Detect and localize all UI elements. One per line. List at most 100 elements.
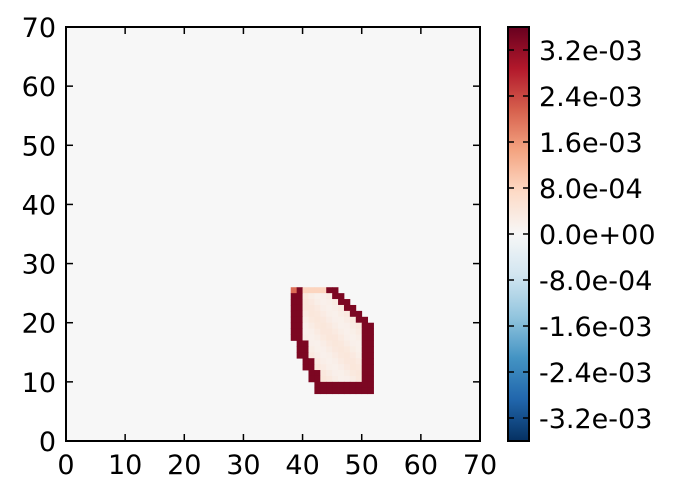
- heatmap-cell: [332, 328, 339, 335]
- heatmap-cell: [355, 346, 363, 353]
- heatmap-cell: [308, 352, 315, 359]
- heatmap-cell: [332, 370, 339, 377]
- heatmap-cell: [320, 358, 327, 365]
- heatmap-cell: [326, 287, 333, 294]
- heatmap-cell: [290, 293, 298, 300]
- heatmap-cell: [308, 328, 315, 335]
- heatmap-cell: [290, 316, 298, 324]
- x-tick-label: 50: [345, 450, 379, 481]
- heatmap-cell: [302, 364, 309, 371]
- heatmap-cell: [332, 310, 339, 318]
- heatmap-cell: [326, 364, 333, 371]
- heatmap-cell: [361, 387, 369, 395]
- heatmap-cell: [326, 316, 333, 324]
- heatmap-cell: [308, 364, 315, 371]
- colorbar-tick-label: 0.0e+00: [539, 220, 656, 251]
- heatmap-cell: [314, 299, 321, 306]
- heatmap-cell: [338, 381, 345, 389]
- heatmap-cell: [320, 287, 327, 294]
- heatmap-cell: [320, 334, 327, 341]
- heatmap-cell: [326, 328, 333, 335]
- heatmap-cell: [320, 370, 327, 377]
- heatmap-cell: [314, 316, 321, 324]
- x-tick-label: 0: [57, 450, 74, 481]
- heatmap-cell: [349, 352, 357, 359]
- heatmap-cell: [296, 299, 303, 306]
- heatmap-cell: [343, 346, 351, 353]
- heatmap-cell: [296, 340, 303, 347]
- heatmap-cell: [361, 358, 369, 365]
- heatmap-cell: [343, 299, 351, 306]
- heatmap-cell: [314, 322, 321, 330]
- heatmap-cell: [290, 328, 298, 335]
- heatmap-cell: [349, 370, 357, 377]
- heatmap-cell: [349, 328, 357, 335]
- heatmap-cell: [320, 293, 327, 300]
- heatmap-cell: [308, 293, 315, 300]
- heatmap-cell: [302, 304, 309, 312]
- heatmap-cell: [361, 381, 369, 389]
- heatmap-cell: [326, 340, 333, 347]
- heatmap-cell: [332, 364, 339, 371]
- heatmap-cell: [367, 322, 374, 330]
- heatmap-cell: [314, 387, 321, 395]
- heatmap-cell: [349, 358, 357, 365]
- heatmap-cell: [343, 370, 351, 377]
- heatmap-cell: [355, 370, 363, 377]
- heatmap-cell: [302, 358, 309, 365]
- heatmap-cell: [296, 293, 303, 300]
- x-tick-label: 20: [167, 450, 201, 481]
- heatmap-cell: [338, 322, 345, 330]
- heatmap-cell: [296, 287, 303, 294]
- heatmap-cell: [349, 381, 357, 389]
- heatmap-cell: [367, 334, 374, 341]
- heatmap-cell: [332, 299, 339, 306]
- colorbar-tick-label: -3.2e-03: [539, 404, 652, 435]
- heatmap-cell: [290, 310, 298, 318]
- heatmap-cell: [355, 358, 363, 365]
- heatmap-cell: [302, 352, 309, 359]
- y-tick-label: 10: [22, 368, 56, 399]
- heatmap-cell: [302, 322, 309, 330]
- heatmap-cell: [332, 316, 339, 324]
- heatmap-cell: [314, 334, 321, 341]
- heatmap-cell: [343, 322, 351, 330]
- heatmap-cell: [355, 316, 363, 324]
- heatmap-cell: [361, 352, 369, 359]
- heatmap-cell: [332, 375, 339, 383]
- plot-frame: [65, 26, 481, 442]
- heatmap-cell: [361, 346, 369, 353]
- heatmap-cell: [302, 310, 309, 318]
- heatmap-cell: [302, 293, 309, 300]
- heatmap-cell: [361, 370, 369, 377]
- heatmap-cell: [332, 304, 339, 312]
- heatmap-cell: [332, 322, 339, 330]
- heatmap-cell: [349, 375, 357, 383]
- heatmap-cell: [338, 340, 345, 347]
- heatmap-cell: [332, 381, 339, 389]
- heatmap-cell: [326, 370, 333, 377]
- heatmap-cell: [367, 387, 374, 395]
- heatmap-cell: [338, 364, 345, 371]
- heatmap-cell: [290, 287, 298, 294]
- heatmap-cell: [302, 340, 309, 347]
- heatmap-cell: [314, 358, 321, 365]
- heatmap-cell: [349, 387, 357, 395]
- heatmap-cell: [355, 340, 363, 347]
- heatmap-cell: [349, 310, 357, 318]
- heatmap-cell: [338, 316, 345, 324]
- heatmap-cell: [302, 316, 309, 324]
- heatmap-cell: [332, 387, 339, 395]
- heatmap-cell: [355, 310, 363, 318]
- heatmap-cell: [338, 375, 345, 383]
- heatmap-cell: [367, 364, 374, 371]
- heatmap-cell: [320, 364, 327, 371]
- heatmap-cell: [355, 364, 363, 371]
- heatmap-cell: [326, 346, 333, 353]
- heatmap-cell: [314, 352, 321, 359]
- y-tick-label: 40: [22, 190, 56, 221]
- heatmap-cell: [290, 322, 298, 330]
- heatmap-cell: [338, 346, 345, 353]
- heatmap-cell: [338, 293, 345, 300]
